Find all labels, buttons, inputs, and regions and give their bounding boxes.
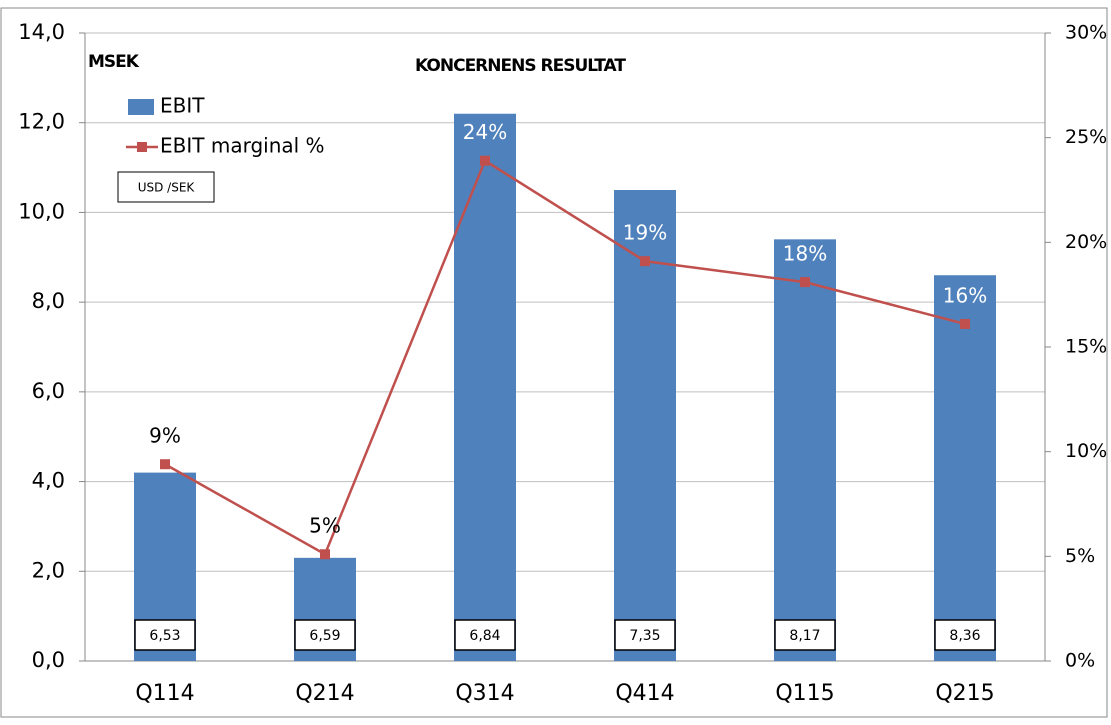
line bbox=[164, 158, 966, 557]
bar bbox=[934, 275, 996, 661]
rate-label: 8,17 bbox=[789, 628, 820, 644]
bar bbox=[774, 239, 836, 662]
rate-label: 7,35 bbox=[629, 628, 660, 644]
y2-tick-label: 0% bbox=[1065, 650, 1095, 672]
y-tick-label: 6,0 bbox=[32, 379, 65, 403]
rate-box bbox=[454, 619, 516, 651]
y-tick-label: 2,0 bbox=[32, 558, 65, 582]
y-tick-label: 4,0 bbox=[32, 469, 65, 493]
y2-tick-label: 30% bbox=[1065, 22, 1107, 44]
legend-label: EBIT bbox=[160, 94, 205, 118]
legend-marker bbox=[137, 142, 147, 152]
legend-label: EBIT marginal % bbox=[160, 134, 325, 158]
rate-box bbox=[934, 619, 996, 651]
y-tick-label: 14,0 bbox=[18, 20, 65, 44]
chart-title: KONCERNENS RESULTAT bbox=[415, 56, 626, 76]
line-marker bbox=[960, 318, 970, 329]
rate-box bbox=[294, 619, 356, 651]
x-tick-label: Q215 bbox=[935, 681, 994, 706]
rate-legend-box bbox=[117, 171, 215, 203]
line-marker bbox=[800, 277, 810, 288]
x-tick-label: Q114 bbox=[135, 681, 194, 706]
data-label: 16% bbox=[943, 283, 987, 307]
data-label: 19% bbox=[623, 221, 667, 245]
y2-tick-label: 5% bbox=[1065, 545, 1095, 567]
y2-tick-label: 10% bbox=[1065, 440, 1107, 462]
data-label: 9% bbox=[149, 424, 181, 448]
bar bbox=[614, 190, 676, 661]
y2-tick-label: 15% bbox=[1065, 336, 1107, 358]
rate-label: 6,59 bbox=[309, 628, 340, 644]
data-label: 5% bbox=[309, 514, 341, 538]
x-tick-label: Q414 bbox=[615, 681, 674, 706]
unit-label: MSEK bbox=[88, 52, 140, 72]
rate-label: 6,53 bbox=[149, 628, 180, 644]
x-tick-label: Q314 bbox=[455, 681, 514, 706]
x-tick-label: Q214 bbox=[295, 681, 354, 706]
y-tick-label: 10,0 bbox=[18, 199, 65, 223]
legend-swatch bbox=[128, 99, 154, 115]
x-tick-label: Q115 bbox=[775, 681, 834, 706]
rate-box bbox=[774, 619, 836, 651]
rate-box bbox=[614, 619, 676, 651]
rate-legend-label: USD /SEK bbox=[138, 181, 196, 195]
y-tick-label: 12,0 bbox=[18, 110, 65, 134]
y-tick-label: 8,0 bbox=[32, 289, 65, 313]
line-marker bbox=[320, 549, 330, 560]
rate-label: 8,36 bbox=[949, 628, 980, 644]
rate-label: 6,84 bbox=[469, 628, 500, 644]
y-tick-label: 0,0 bbox=[32, 648, 65, 672]
line-marker bbox=[160, 459, 170, 470]
rate-box bbox=[134, 619, 196, 651]
line-marker bbox=[480, 155, 490, 166]
data-label: 24% bbox=[463, 120, 507, 144]
line-marker bbox=[640, 256, 650, 267]
y2-tick-label: 25% bbox=[1065, 126, 1107, 148]
y2-tick-label: 20% bbox=[1065, 231, 1107, 253]
data-label: 18% bbox=[783, 242, 827, 266]
bar bbox=[454, 113, 516, 661]
